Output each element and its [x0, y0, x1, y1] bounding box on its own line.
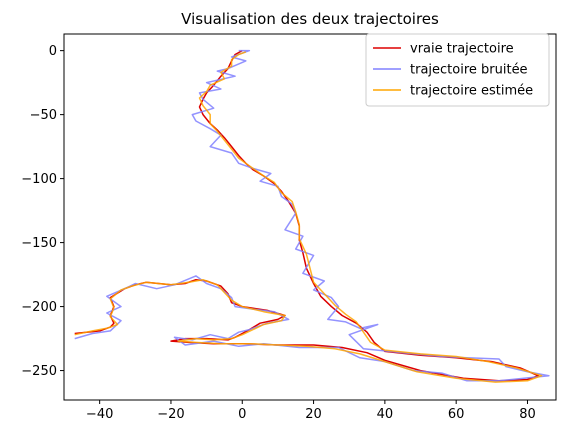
y-tick-label-1: −50 [30, 108, 57, 123]
y-tick-label-0: 0 [49, 44, 57, 59]
legend-box [365, 33, 550, 107]
chart-title: Visualisation des deux trajectoires [181, 10, 439, 28]
x-tick-label-6: 80 [519, 407, 536, 422]
x-tick-label-4: 40 [377, 407, 394, 422]
series-layer [74, 49, 550, 383]
plot-frame [63, 33, 557, 401]
x-tick-label-1: −20 [157, 407, 184, 422]
series-line-2 [74, 51, 543, 383]
y-tick-label-3: −150 [21, 236, 57, 251]
x-tick-label-3: 20 [305, 407, 322, 422]
y-tick-label-5: −250 [21, 364, 57, 379]
ticks-layer: −40 −20 0 20 40 60 800−50−100−150−200−250 [21, 44, 535, 422]
y-tick-label-4: −200 [21, 300, 57, 315]
legend-label-0: vraie trajectoire [410, 42, 514, 57]
y-tick-label-2: −100 [21, 172, 57, 187]
x-tick-label-5: 60 [448, 407, 465, 422]
x-tick-label-0: −40 [86, 407, 113, 422]
legend-label-2: trajectoire estimée [410, 84, 533, 99]
legend: vraie trajectoire trajectoire bruitée traj… [365, 33, 550, 107]
x-tick-label-2: 0 [238, 407, 246, 422]
legend-label-1: trajectoire bruitée [410, 63, 528, 78]
